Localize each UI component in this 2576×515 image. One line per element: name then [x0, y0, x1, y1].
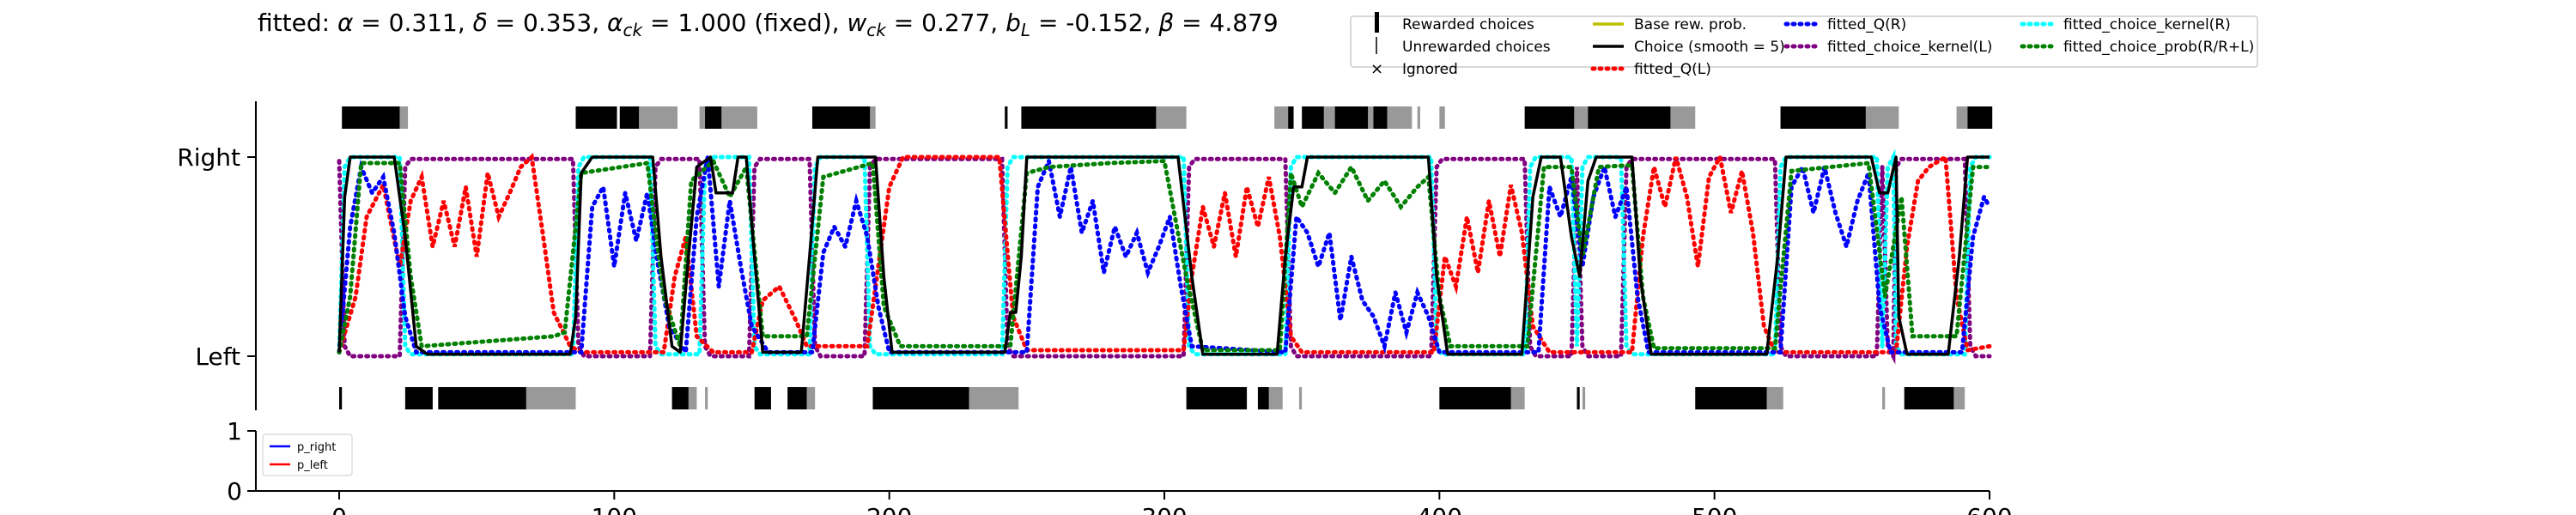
x-tick-label: 500	[1692, 503, 1737, 515]
rewarded-left-mark	[1257, 387, 1269, 409]
main-legend: Rewarded choices Unrewarded choices × Ignor…	[1350, 12, 2258, 78]
rewarded-left-mark	[1577, 387, 1580, 409]
legend-label-ignored: Ignored	[1402, 61, 1458, 78]
prob-ytick-label-0: 0	[227, 477, 242, 506]
rewarded-right-mark	[705, 106, 722, 129]
prob-ytick-label-1: 1	[227, 417, 242, 445]
unrewarded-left-mark	[1298, 387, 1303, 409]
y-tick-label-right: Right	[177, 143, 240, 172]
legend-label-p-left: p_left	[297, 459, 328, 472]
rewarded-left-mark	[1439, 387, 1511, 409]
prob-axes: 1 0 0 100 200 300 400 500 600 p_right p_left	[227, 417, 2013, 515]
x-tick-label: 300	[1141, 503, 1187, 515]
rewarded-left-mark	[1904, 387, 1954, 409]
q-right-line	[337, 154, 1992, 360]
x-tick-label: 400	[1417, 503, 1462, 515]
unrewarded-left-mark	[1510, 387, 1525, 409]
rewarded-right-mark	[1588, 106, 1671, 129]
rewarded-right-mark	[575, 106, 617, 129]
rewarded-right-mark	[1021, 106, 1157, 129]
unrewarded-right-mark	[639, 106, 678, 129]
y-tick-label-left: Left	[195, 342, 240, 371]
prob-legend: p_right p_left	[262, 433, 353, 476]
unrewarded-right-mark	[399, 106, 409, 129]
rewarded-right-mark	[1373, 106, 1388, 129]
rewarded-right-mark	[1780, 106, 1866, 129]
unrewarded-right-mark	[1417, 106, 1420, 129]
rewarded-right-mark	[1967, 106, 1993, 129]
legend-label-fitted-choice-prob-r-r-l: fitted_choice_prob(R/R+L)	[2063, 39, 2254, 56]
choice-raster	[339, 106, 1993, 409]
legend-label-rewarded-choices: Rewarded choices	[1402, 16, 1534, 33]
unrewarded-right-mark	[1439, 106, 1445, 129]
unrewarded-left-mark	[1953, 387, 1965, 409]
unrewarded-right-mark	[1670, 106, 1696, 129]
rewarded-right-mark	[619, 106, 640, 129]
x-tick-label: 200	[866, 503, 912, 515]
unrewarded-right-mark	[1156, 106, 1187, 129]
rewarded-left-mark	[404, 387, 433, 409]
rewarded-right-mark	[1334, 106, 1369, 129]
rewarded-left-mark	[438, 387, 526, 409]
unrewarded-left-mark	[526, 387, 576, 409]
legend-label-fitted-q-r: fitted_Q(R)	[1827, 16, 1906, 33]
unrewarded-right-mark	[1865, 106, 1899, 129]
rewarded-right-mark	[1005, 106, 1008, 129]
unrewarded-left-mark	[705, 387, 708, 409]
legend-frame	[1350, 15, 2258, 68]
unrewarded-right-mark	[1368, 106, 1374, 129]
rewarded-right-mark	[1302, 106, 1324, 129]
legend-label-unrewarded-choices: Unrewarded choices	[1402, 39, 1551, 56]
x-ticks: 0 100 200 300 400 500 600	[331, 491, 2013, 515]
q-left-line	[337, 150, 1992, 354]
rewarded-left-mark	[787, 387, 807, 409]
legend-label-fitted-choice-kernel-l: fitted_choice_kernel(L)	[1827, 39, 1992, 56]
unrewarded-left-mark	[1882, 387, 1886, 409]
legend-label-p-right: p_right	[297, 441, 336, 454]
legend-swatch-ignored: ×	[1370, 60, 1383, 78]
unrewarded-left-mark	[1582, 387, 1586, 409]
main-axes: Right Left	[177, 101, 1993, 410]
rewarded-left-mark	[671, 387, 689, 409]
rewarded-left-mark	[339, 387, 343, 409]
rewarded-left-mark	[1186, 387, 1248, 409]
unrewarded-left-mark	[1268, 387, 1283, 409]
unrewarded-right-mark	[870, 106, 876, 129]
rewarded-right-mark	[342, 106, 400, 129]
unrewarded-right-mark	[1323, 106, 1335, 129]
rewarded-right-mark	[1288, 106, 1294, 129]
legend-label-choice-smooth-5: Choice (smooth = 5)	[1634, 39, 1785, 56]
unrewarded-right-mark	[1574, 106, 1589, 129]
x-tick-label: 600	[1966, 503, 2012, 515]
chart-title: fitted: α = 0.311, δ = 0.353, αck = 1.00…	[258, 9, 1279, 40]
legend-label-fitted-q-l: fitted_Q(L)	[1634, 61, 1711, 78]
choice-smooth-line	[337, 155, 1990, 356]
unrewarded-right-mark	[1274, 106, 1289, 129]
rewarded-right-mark	[811, 106, 871, 129]
rewarded-left-mark	[754, 387, 771, 409]
rewarded-right-mark	[1524, 106, 1575, 129]
unrewarded-left-mark	[688, 387, 697, 409]
unrewarded-right-mark	[721, 106, 757, 129]
x-tick-label: 0	[331, 503, 347, 515]
unrewarded-right-mark	[1956, 106, 1968, 129]
unrewarded-left-mark	[969, 387, 1019, 409]
unrewarded-right-mark	[1387, 106, 1413, 129]
unrewarded-right-mark	[699, 106, 706, 129]
unrewarded-left-mark	[1766, 387, 1783, 409]
rewarded-left-mark	[1695, 387, 1767, 409]
legend-label-base-rew-prob: Base rew. prob.	[1634, 16, 1747, 33]
x-tick-label: 100	[592, 503, 637, 515]
legend-swatch-rewarded-choices	[1375, 12, 1379, 33]
rewarded-left-mark	[872, 387, 969, 409]
fitted-series	[337, 148, 1992, 365]
unrewarded-left-mark	[806, 387, 816, 409]
legend-label-fitted-choice-kernel-r: fitted_choice_kernel(R)	[2063, 16, 2231, 33]
